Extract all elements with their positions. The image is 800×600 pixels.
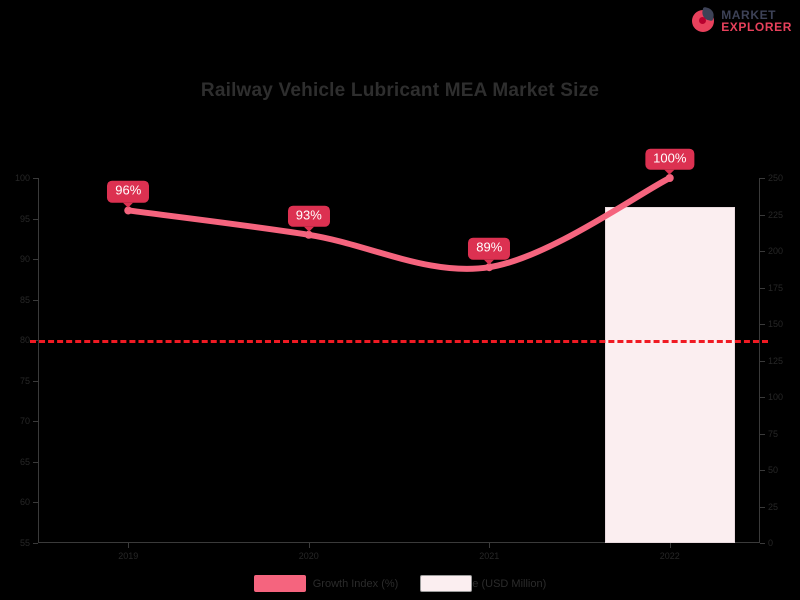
left-axis-tick: [33, 259, 38, 261]
left-axis-tick-label: 75: [19, 375, 30, 386]
left-axis-tick: [33, 502, 38, 504]
right-axis-tick-label: 50: [768, 465, 779, 475]
plot-area: 100 95 90 85 80 75 70 65 60 55 250 225 200 175 150 125…: [15, 148, 783, 561]
right-axis-tick: [760, 397, 765, 398]
chart-title: Railway Vehicle Lubricant MEA Market Siz…: [200, 80, 600, 101]
right-axis-tick-label: 175: [768, 282, 784, 293]
right-axis-tick-label: 150: [768, 319, 784, 329]
right-axis-tick: [760, 470, 765, 471]
left-axis-tick-label: 70: [19, 416, 30, 427]
x-axis-tick-label: 2020: [298, 551, 319, 561]
left-axis-tick: [33, 543, 38, 544]
x-axis-tick-label: 2019: [118, 551, 139, 561]
brand-line-2: EXPLORER: [721, 20, 792, 34]
right-axis-tick: [760, 433, 765, 435]
right-axis-tick-label: 0: [768, 538, 774, 548]
data-point[interactable]: [124, 206, 133, 215]
right-axis-tick-label: 225: [768, 209, 784, 220]
left-axis-tick-label: 80: [19, 335, 30, 346]
legend-swatch-icon: [253, 575, 306, 592]
left-axis-tick: [33, 299, 38, 301]
right-axis-line: [759, 178, 760, 543]
market-explorer-logo-icon: [690, 6, 716, 34]
right-axis-tick-label: 25: [768, 501, 779, 512]
right-axis-tick: [760, 251, 765, 252]
line-series: [124, 174, 674, 272]
left-axis-tick-label: 90: [19, 254, 30, 265]
right-axis-tick-label: 75: [768, 428, 779, 439]
chart-legend: Growth Index (%) Market Size (USD Million…: [0, 575, 800, 592]
left-axis-tick-label: 100: [14, 173, 30, 183]
left-axis-tick: [33, 178, 38, 179]
data-label: 89%: [468, 237, 511, 260]
reference-line: [30, 340, 768, 344]
x-axis-tick-label: 2022: [659, 551, 680, 561]
x-axis-tick: [489, 543, 491, 548]
legend-item[interactable]: Growth Index (%): [253, 575, 399, 592]
data-point[interactable]: [665, 174, 674, 182]
right-axis-tick: [760, 324, 765, 325]
brand-logo: MARKET EXPLORER: [690, 4, 792, 38]
trend-line: [125, 175, 673, 272]
data-point[interactable]: [485, 263, 494, 272]
data-label: 100%: [645, 148, 695, 170]
right-axis-tick-label: 100: [768, 392, 784, 402]
left-axis-tick-label: 85: [19, 294, 30, 305]
bar[interactable]: [604, 207, 735, 543]
x-axis-tick-label: 2021: [479, 551, 500, 561]
right-axis-tick-label: 250: [768, 173, 784, 183]
legend-item[interactable]: Market Size (USD Million): [420, 575, 546, 592]
left-axis-tick: [33, 461, 38, 463]
left-axis-tick-label: 55: [19, 538, 30, 548]
brand-logo-text: MARKET EXPLORER: [721, 9, 792, 33]
x-axis-tick: [128, 543, 130, 548]
right-axis-tick-label: 200: [768, 246, 784, 256]
left-axis-tick: [33, 421, 38, 423]
brand-line-1: MARKET: [721, 8, 777, 22]
data-point[interactable]: [304, 230, 313, 239]
left-axis-tick-label: 60: [19, 497, 30, 508]
right-axis-tick: [760, 360, 765, 362]
left-axis-line: [38, 178, 39, 543]
right-axis-tick: [760, 178, 765, 179]
legend-label: Growth Index (%): [312, 577, 399, 590]
left-axis-tick: [33, 380, 38, 382]
legend-swatch-icon: [420, 575, 473, 592]
left-axis-tick-label: 95: [19, 213, 30, 224]
right-axis-tick-label: 125: [768, 355, 784, 366]
right-axis-tick: [760, 287, 765, 289]
right-axis-tick: [760, 506, 765, 508]
left-axis-tick-label: 65: [19, 456, 30, 467]
x-axis-tick: [669, 543, 671, 548]
data-label: 96%: [107, 181, 150, 203]
data-label: 93%: [287, 205, 330, 227]
bottom-axis-line: [38, 542, 760, 543]
right-axis-tick: [760, 214, 765, 216]
x-axis-tick: [308, 543, 310, 548]
left-axis-tick: [33, 218, 38, 220]
right-axis-tick: [760, 543, 765, 544]
